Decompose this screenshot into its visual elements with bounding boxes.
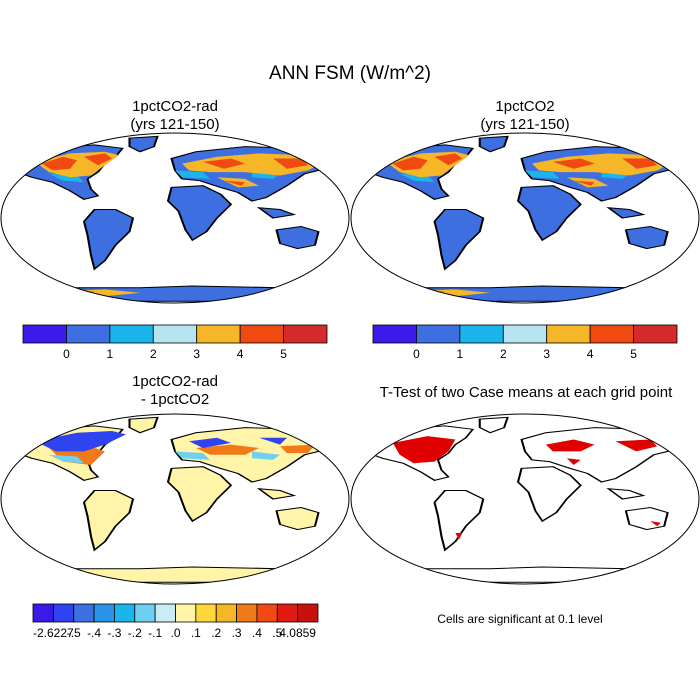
map-panel-ttest <box>350 413 700 585</box>
colorbar-difference-tick-label: .1 <box>191 626 201 640</box>
colorbar-difference-swatch <box>52 603 75 623</box>
colorbar-difference-swatch <box>175 603 197 623</box>
panel-1-title-line1: 1pctCO2-rad <box>132 98 218 115</box>
colorbar-1pctco2-rad-swatch <box>66 324 111 344</box>
colorbar-1pctco2: 0 1 2 3 4 5 <box>372 324 678 361</box>
colorbar-difference: -2.6227-.5 -.4 -.3 -.2 -.1 .0 .1 .2 .3 .4 .54.0859 <box>32 603 319 640</box>
colorbar-difference-swatch <box>114 603 136 623</box>
colorbar-1pctco2-tick-label: 0 <box>413 347 420 361</box>
colorbar-1pctco2-swatch <box>502 324 548 344</box>
colorbar-difference-swatch <box>73 603 95 623</box>
panel-3-title: 1pctCO2-rad - 1pctCO2 <box>24 373 326 409</box>
significance-note: Cells are significant at 0.1 level <box>437 612 603 626</box>
colorbar-difference-swatch <box>32 603 54 623</box>
panel-2-title-line2: (yrs 121-150) <box>480 116 570 133</box>
panel-4-title: T-Test of two Case means at each grid po… <box>379 384 673 401</box>
colorbar-difference-tick-label: -.3 <box>107 626 121 640</box>
colorbar-difference-tick-label: -.2 <box>128 626 142 640</box>
map-panel-1pctco2-rad <box>0 132 350 304</box>
panel-1-title: 1pctCO2-rad (yrs 121-150) <box>24 98 326 134</box>
colorbar-1pctco2-rad-swatch <box>239 324 284 344</box>
colorbar-1pctco2-rad-swatch <box>109 324 154 344</box>
colorbar-1pctco2-rad-tick-label: 0 <box>63 347 70 361</box>
colorbar-1pctco2-swatch <box>459 324 504 344</box>
colorbar-difference-swatch <box>215 603 237 623</box>
panel-1-title-line2: (yrs 121-150) <box>130 116 220 133</box>
panel-2-title-line1: 1pctCO2 <box>495 98 555 115</box>
colorbar-1pctco2-tick-label: 1 <box>457 347 464 361</box>
colorbar-difference-swatch <box>195 603 217 623</box>
colorbar-1pctco2-rad-tick-label: 2 <box>150 347 157 361</box>
colorbar-1pctco2-swatch <box>546 324 591 344</box>
colorbar-1pctco2-rad-swatch <box>22 324 67 344</box>
colorbar-1pctco2-rad-tick-label: 4 <box>237 347 244 361</box>
colorbar-difference-swatch <box>236 603 258 623</box>
colorbar-1pctco2-tick-label: 5 <box>630 347 637 361</box>
colorbar-difference-tick-label: -.1 <box>148 626 162 640</box>
colorbar-1pctco2-swatch <box>416 324 461 344</box>
map-panel-1pctco2 <box>350 132 700 304</box>
colorbar-difference-tick-label: .5 <box>272 626 282 640</box>
colorbar-1pctco2-rad-tick-label: 3 <box>193 347 200 361</box>
colorbar-1pctco2-rad-swatch <box>196 324 241 344</box>
colorbar-1pctco2-tick-label: 3 <box>543 347 550 361</box>
colorbar-difference-tick-label: -.5 <box>67 626 81 640</box>
colorbar-1pctco2-swatch <box>589 324 634 344</box>
colorbar-difference-tick-label: .2 <box>211 626 221 640</box>
colorbar-1pctco2-rad-swatch <box>283 324 328 344</box>
colorbar-difference-tick-label: .3 <box>232 626 242 640</box>
panel-3-title-line2: - 1pctCO2 <box>140 391 210 408</box>
colorbar-difference-swatch <box>276 603 299 623</box>
colorbar-difference-swatch <box>297 603 319 623</box>
colorbar-difference-swatch <box>134 603 156 623</box>
colorbar-1pctco2-tick-label: 4 <box>587 347 594 361</box>
colorbar-difference-tick-label: .0 <box>170 626 180 640</box>
figure-title: ANN FSM (W/m^2) <box>269 63 431 84</box>
colorbar-difference-tick-label: .4 <box>252 626 262 640</box>
colorbar-difference-tick-label: -2.6227 <box>33 626 74 640</box>
colorbar-1pctco2-swatch <box>372 324 417 344</box>
colorbar-difference-swatch <box>256 603 278 623</box>
colorbar-1pctco2-rad-tick-label: 5 <box>280 347 287 361</box>
colorbar-1pctco2-rad-tick-label: 1 <box>107 347 114 361</box>
panel-3-title-line1: 1pctCO2-rad <box>132 373 218 390</box>
colorbar-difference-swatch <box>93 603 115 623</box>
colorbar-difference-swatch <box>154 603 176 623</box>
map-panel-difference <box>0 413 350 585</box>
colorbar-1pctco2-tick-label: 2 <box>500 347 507 361</box>
colorbar-1pctco2-rad: 0 1 2 3 4 5 <box>22 324 328 361</box>
colorbar-difference-tick-label: 4.0859 <box>279 626 316 640</box>
colorbar-1pctco2-swatch <box>633 324 678 344</box>
colorbar-difference-tick-label: -.4 <box>87 626 101 640</box>
colorbar-1pctco2-rad-swatch <box>152 324 198 344</box>
panel-2-title: 1pctCO2 (yrs 121-150) <box>372 98 678 134</box>
